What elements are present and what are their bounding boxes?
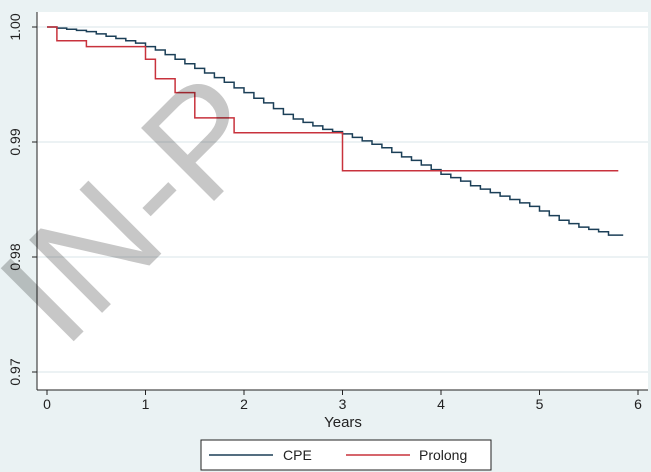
series-layer xyxy=(47,26,624,236)
y-tick-label-1: 0.98 xyxy=(7,243,23,270)
series-line-cpe xyxy=(47,26,624,236)
y-ticks: 0.97 0.98 0.99 1.00 xyxy=(7,13,37,386)
y-tick-label-0: 0.97 xyxy=(7,358,23,385)
series-line-prolong xyxy=(47,26,619,172)
x-tick-label-2: 2 xyxy=(240,396,248,412)
x-tick-label-1: 1 xyxy=(142,396,150,412)
x-axis-title: Years xyxy=(324,414,362,431)
y-tick-label-2: 0.99 xyxy=(7,128,23,155)
y-tick-label-3: 1.00 xyxy=(7,13,23,40)
legend-label-cpe: CPE xyxy=(283,447,312,463)
x-tick-label-0: 0 xyxy=(43,396,51,412)
legend-label-prolong: Prolong xyxy=(419,447,467,463)
x-tick-label-6: 6 xyxy=(634,396,642,412)
x-tick-label-5: 5 xyxy=(536,396,544,412)
legend: CPE Prolong xyxy=(200,439,492,471)
x-tick-label-4: 4 xyxy=(437,396,445,412)
plot-area xyxy=(37,12,648,390)
x-ticks: 0 1 2 3 4 5 6 xyxy=(43,390,642,412)
x-tick-label-3: 3 xyxy=(339,396,347,412)
